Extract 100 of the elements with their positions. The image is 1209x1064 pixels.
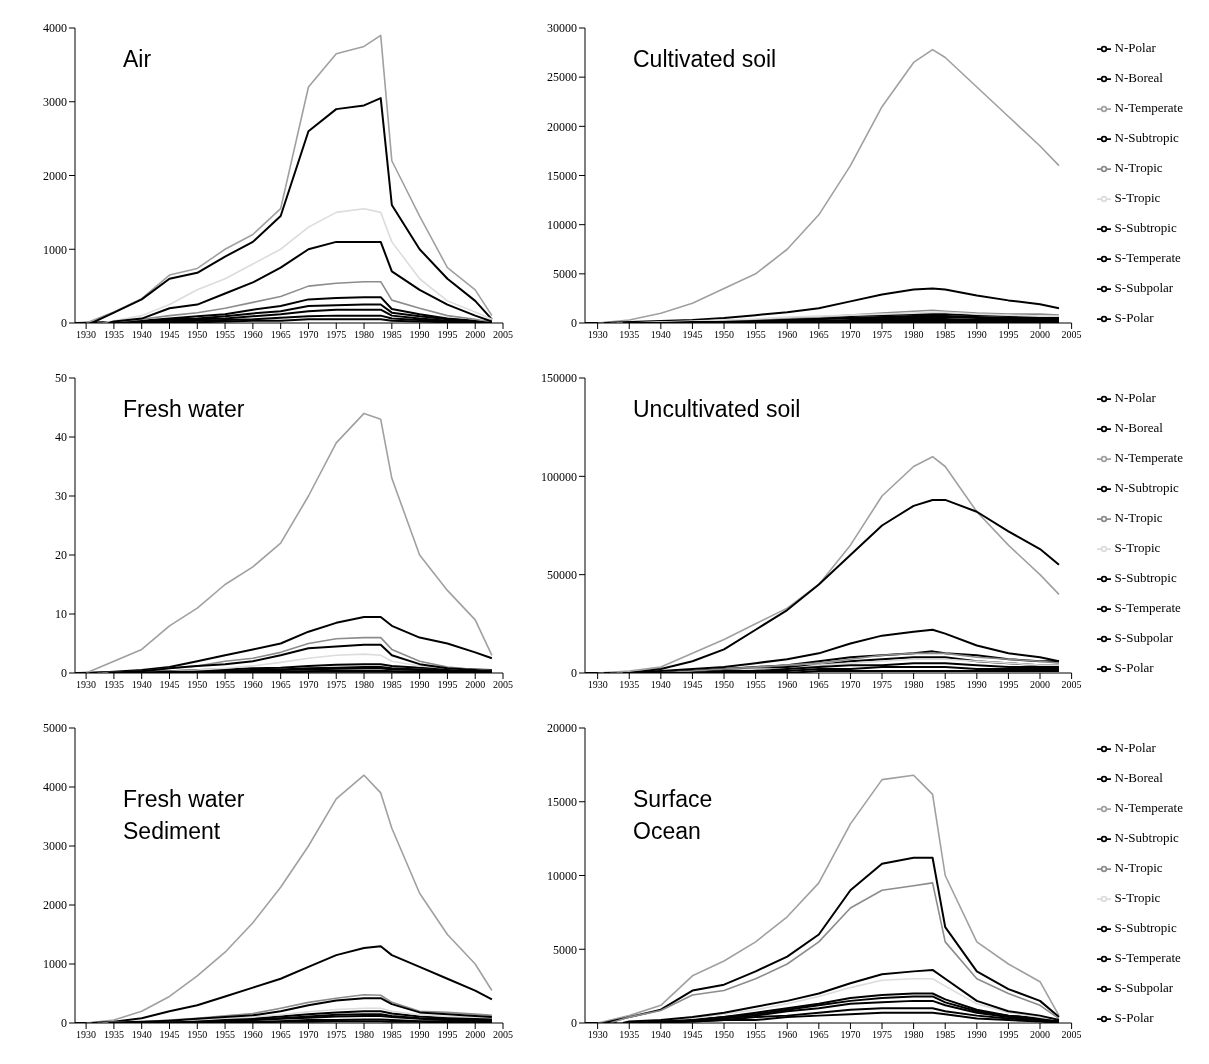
- legend-label: N-Subtropic: [1114, 130, 1179, 145]
- x-tick-label: 1935: [619, 329, 640, 341]
- y-tick-label: 3000: [43, 95, 67, 110]
- legend-label: S-Subtropic: [1114, 570, 1177, 585]
- x-tick-label: 1985: [935, 679, 956, 691]
- x-tick-label: 1955: [215, 1029, 236, 1041]
- y-tick-label: 100000: [541, 469, 577, 484]
- x-tick-label: 1955: [215, 679, 236, 691]
- x-tick-label: 1995: [998, 329, 1019, 341]
- legend-label: N-Temperate: [1114, 100, 1183, 115]
- x-tick-label: 1995: [998, 1029, 1019, 1041]
- y-tick-label: 30: [55, 489, 67, 504]
- legend-label: N-Boreal: [1114, 420, 1163, 435]
- x-tick-label: 2005: [1061, 679, 1082, 691]
- legend-label: S-Tropic: [1114, 540, 1161, 555]
- x-tick-label: 1970: [298, 1029, 319, 1041]
- x-tick-label: 1985: [935, 1029, 956, 1041]
- x-tick-label: 1960: [242, 329, 263, 341]
- x-tick-label: 1970: [840, 329, 861, 341]
- legend-label: S-Subpolar: [1114, 980, 1174, 995]
- x-tick-label: 1950: [714, 1029, 735, 1041]
- y-tick-label: 5000: [553, 267, 577, 282]
- x-tick-label: 1955: [745, 679, 766, 691]
- x-tick-label: 1995: [437, 679, 458, 691]
- x-tick-label: 1980: [354, 679, 375, 691]
- x-tick-label: 2005: [493, 679, 513, 691]
- y-tick-label: 15000: [547, 795, 577, 810]
- legend-label: S-Polar: [1114, 1010, 1154, 1025]
- y-tick-label: 0: [61, 1016, 67, 1031]
- text: Cultivated soil: [633, 45, 777, 74]
- text: Surface Ocean: [633, 785, 714, 846]
- y-tick-label: 0: [571, 316, 577, 331]
- x-tick-label: 1945: [682, 1029, 703, 1041]
- x-tick-label: 1940: [650, 1029, 671, 1041]
- y-tick-label: 50000: [547, 567, 577, 582]
- x-tick-label: 2000: [1030, 329, 1051, 341]
- y-tick-label: 5000: [43, 721, 67, 736]
- legend-label: N-Boreal: [1114, 70, 1163, 85]
- x-tick-label: 1930: [587, 1029, 608, 1041]
- legend-label: S-Temperate: [1114, 250, 1181, 265]
- x-tick-label: 1940: [131, 1029, 152, 1041]
- text: Uncultivated soil: [633, 395, 801, 424]
- legend-label: N-Temperate: [1114, 450, 1183, 465]
- x-tick-label: 2000: [465, 1029, 486, 1041]
- legend-label: S-Tropic: [1114, 190, 1161, 205]
- y-tick-label: 20: [55, 548, 67, 563]
- x-tick-label: 1975: [872, 679, 893, 691]
- x-tick-label: 1940: [131, 329, 152, 341]
- x-tick-label: 1960: [777, 329, 798, 341]
- legend-label: N-Tropic: [1114, 160, 1163, 175]
- y-tick-label: 20000: [547, 119, 577, 134]
- x-tick-label: 2005: [493, 1029, 513, 1041]
- x-tick-label: 1940: [131, 679, 152, 691]
- x-tick-label: 1935: [103, 329, 124, 341]
- x-tick-label: 1990: [966, 679, 987, 691]
- x-tick-label: 1935: [103, 1029, 124, 1041]
- x-tick-label: 1990: [966, 1029, 987, 1041]
- y-tick-label: 40: [55, 430, 67, 445]
- x-tick-label: 2005: [1061, 329, 1082, 341]
- y-tick-label: 4000: [43, 780, 67, 795]
- x-tick-label: 1930: [76, 329, 97, 341]
- x-tick-label: 1995: [437, 1029, 458, 1041]
- text: Fresh water Sediment: [123, 785, 246, 846]
- y-tick-label: 2000: [43, 898, 67, 913]
- x-tick-label: 1980: [354, 1029, 375, 1041]
- x-tick-label: 1980: [903, 1029, 924, 1041]
- legend-label: S-Tropic: [1114, 890, 1161, 905]
- y-tick-label: 10000: [547, 217, 577, 232]
- y-tick-label: 150000: [541, 371, 577, 386]
- y-tick-label: 0: [571, 666, 577, 681]
- x-tick-label: 1945: [682, 329, 703, 341]
- x-tick-label: 1975: [872, 329, 893, 341]
- legend-label: N-Polar: [1114, 390, 1156, 405]
- x-tick-label: 1930: [76, 679, 97, 691]
- y-tick-label: 4000: [43, 21, 67, 36]
- legend-label: N-Subtropic: [1114, 830, 1179, 845]
- legend-label: N-Temperate: [1114, 800, 1183, 815]
- x-tick-label: 2000: [465, 329, 486, 341]
- x-tick-label: 1990: [409, 329, 430, 341]
- x-tick-label: 1980: [903, 679, 924, 691]
- x-tick-label: 1940: [650, 329, 671, 341]
- x-tick-label: 1970: [298, 329, 319, 341]
- x-tick-label: 1950: [714, 679, 735, 691]
- x-tick-label: 1975: [326, 1029, 347, 1041]
- x-tick-label: 2000: [1030, 1029, 1051, 1041]
- x-tick-label: 1965: [270, 329, 291, 341]
- x-tick-label: 1990: [409, 679, 430, 691]
- x-tick-label: 1930: [76, 1029, 97, 1041]
- x-tick-label: 1965: [270, 679, 291, 691]
- legend-label: N-Polar: [1114, 740, 1156, 755]
- y-tick-label: 1000: [43, 242, 67, 257]
- x-tick-label: 1990: [409, 1029, 430, 1041]
- x-tick-label: 1965: [808, 679, 829, 691]
- x-tick-label: 1965: [270, 1029, 291, 1041]
- x-tick-label: 2000: [1030, 679, 1051, 691]
- x-tick-label: 1935: [103, 679, 124, 691]
- y-tick-label: 10: [55, 607, 67, 622]
- x-tick-label: 1985: [935, 329, 956, 341]
- x-tick-label: 1935: [619, 1029, 640, 1041]
- y-tick-label: 0: [571, 1016, 577, 1031]
